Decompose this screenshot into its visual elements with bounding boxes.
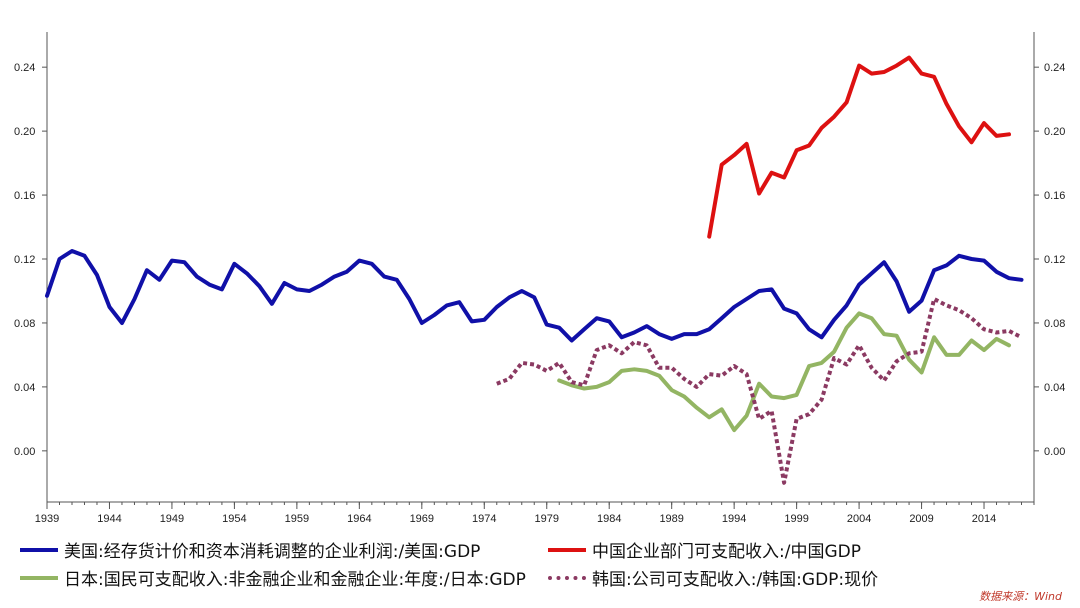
y-tick-label-left: 0.24 [14,62,35,74]
series-line-china [707,55,1011,239]
legend-label-china: 中国企业部门可支配收入:/中国GDP [592,542,861,562]
legend-label-us: 美国:经存货计价和资本消耗调整的企业利润:/美国:GDP [64,542,481,562]
y-tick-label-left: 0.16 [14,190,35,202]
y-tick-label-left: 0.08 [14,318,35,330]
x-tick-label: 1994 [722,513,746,525]
series-layer [45,55,1024,485]
legend-label-korea: 韩国:公司可支配收入:/韩国:GDP:现价 [592,570,879,590]
legend-swatch-korea [548,575,586,580]
x-tick-label: 1939 [35,513,59,525]
x-tick-label: 2014 [972,513,996,525]
x-ticks: 1939 1944 1949 1954 1959 1964 1969 1974 1979 1984… [35,502,1035,525]
legend-item-japan: 日本:国民可支配收入:非金融企业和金融企业:年度:/日本:GDP [20,565,526,590]
x-tick-label: 2009 [909,513,933,525]
x-tick-label: 1989 [659,513,683,525]
x-tick-label: 2004 [847,513,871,525]
x-tick-label: 1944 [97,513,121,525]
x-tick-label: 1959 [285,513,309,525]
series-line-us [45,249,1024,343]
x-tick-label: 1999 [784,513,808,525]
x-tick-label: 1969 [410,513,434,525]
y-tick-label-right: 0.24 [1044,62,1065,74]
legend-label-japan: 日本:国民可支配收入:非金融企业和金融企业:年度:/日本:GDP [64,570,526,590]
y-tick-label-left: 0.04 [14,382,35,394]
x-tick-label: 1964 [347,513,371,525]
x-tick-label: 1954 [222,513,246,525]
y-tick-label-left: 0.20 [14,126,35,138]
legend-item-china: 中国企业部门可支配收入:/中国GDP [548,537,861,562]
y-tick-label-right: 0.08 [1044,318,1065,330]
series-line-korea [496,297,1023,485]
y-tick-label-right: 0.20 [1044,126,1065,138]
y-tick-label-right: 0.00 [1044,446,1065,458]
x-tick-label: 1984 [597,513,621,525]
y-tick-label-right: 0.12 [1044,254,1065,266]
plot-frame [46,32,1035,503]
legend-item-korea: 韩国:公司可支配收入:/韩国:GDP:现价 [548,565,878,590]
x-tick-label: 1974 [472,513,496,525]
y-ticks: 0.00 0.00 0.04 0.04 0.08 0.08 0.12 0.12 0.16 0.16… [14,62,1065,458]
y-tick-label-left: 0.12 [14,254,35,266]
y-tick-label-left: 0.00 [14,446,35,458]
legend-swatch-japan [20,575,58,580]
series-line-japan [557,311,1011,433]
x-tick-label: 1949 [160,513,184,525]
legend-swatch-china [548,547,586,552]
y-tick-label-right: 0.04 [1044,382,1065,394]
x-tick-label: 1979 [535,513,559,525]
legend-item-us: 美国:经存货计价和资本消耗调整的企业利润:/美国:GDP [20,537,480,562]
source-note: 数据来源：Wind [979,590,1062,603]
y-tick-label-right: 0.16 [1044,190,1065,202]
legend-swatch-us [20,547,58,552]
